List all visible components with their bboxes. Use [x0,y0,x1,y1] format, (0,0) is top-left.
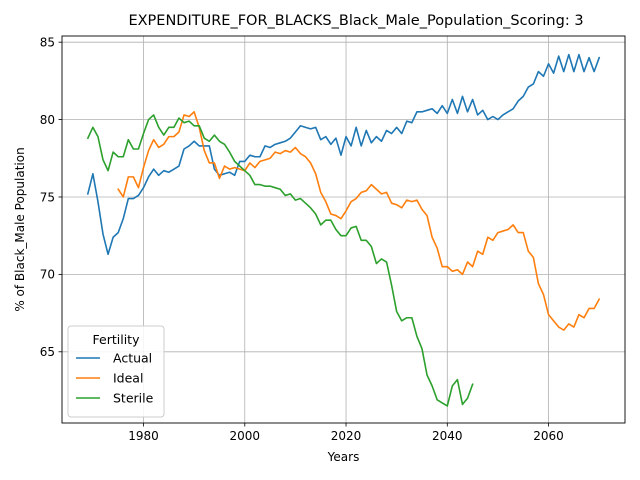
y-axis-label: % of Black_Male Population [13,147,27,311]
y-axis-ticks: 65 70 75 80 85 [40,35,62,359]
x-tick-label: 2060 [533,429,564,443]
series-line-sterile [86,114,474,407]
y-tick-label: 75 [40,190,55,204]
y-tick-label: 65 [40,345,55,359]
x-tick-label: 2000 [229,429,260,443]
x-tick-label: 2040 [432,429,463,443]
y-tick-label: 80 [40,113,55,127]
legend-items: Actual Ideal Sterile [76,351,154,406]
plot-series [86,53,601,407]
y-tick-label: 85 [40,35,55,49]
x-tick-label: 2020 [331,429,362,443]
legend: Fertility Actual Ideal Sterile [67,325,165,418]
plot-frame [61,35,626,424]
legend-title: Fertility [93,332,141,347]
chart-title: EXPENDITURE_FOR_BLACKS_Black_Male_Popula… [128,13,583,29]
x-tick-label: 1980 [128,429,159,443]
legend-label-sterile: Sterile [113,391,154,406]
x-axis-ticks: 1980 2000 2020 2040 2060 [128,423,564,443]
legend-box [67,325,165,418]
x-axis-label: Years [327,450,360,464]
series-line-ideal [117,111,601,331]
series-line-actual [86,53,601,256]
legend-label-actual: Actual [113,351,152,366]
y-tick-label: 70 [40,268,55,282]
legend-label-ideal: Ideal [113,371,143,386]
